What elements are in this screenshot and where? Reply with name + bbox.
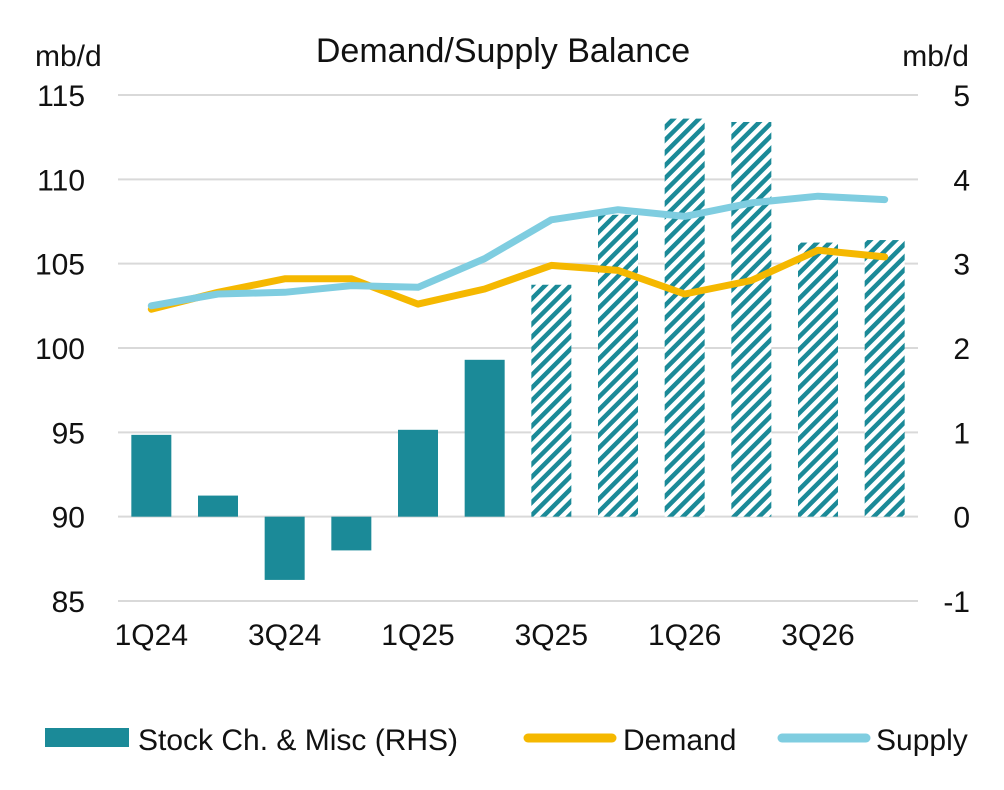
demand-line — [147, 246, 889, 313]
stock-change-bars — [131, 118, 905, 580]
right-tick-label: 5 — [953, 80, 970, 113]
right-tick-label: 0 — [953, 502, 970, 535]
bar-3q25 — [531, 284, 572, 517]
left-axis-ticks: 115 110 105 100 95 90 85 — [35, 80, 85, 619]
bar-1q26 — [664, 118, 705, 517]
right-tick-label: 4 — [953, 164, 970, 197]
legend-label-stock: Stock Ch. & Misc (RHS) — [138, 724, 458, 757]
left-tick-label: 105 — [35, 249, 85, 282]
left-tick-label: 95 — [52, 417, 85, 450]
bar-3q26 — [798, 242, 838, 517]
x-tick-label: 3Q24 — [248, 619, 321, 652]
bar-3q24 — [264, 516, 305, 580]
left-axis-unit-label: mb/d — [35, 40, 102, 73]
legend-swatch-stock — [45, 728, 129, 747]
x-tick-label: 1Q24 — [115, 619, 188, 652]
left-tick-label: 115 — [37, 80, 85, 113]
x-tick-label: 1Q25 — [381, 619, 454, 652]
legend-label-demand: Demand — [623, 724, 736, 757]
right-axis-ticks: 5 4 3 2 1 0 -1 — [943, 80, 970, 619]
left-tick-label: 100 — [35, 333, 85, 366]
right-tick-label: 2 — [953, 333, 970, 366]
legend: Stock Ch. & Misc (RHS) Demand Supply — [45, 724, 968, 757]
right-tick-label: -1 — [943, 586, 970, 619]
x-axis-ticks: 1Q24 3Q24 1Q25 3Q25 1Q26 3Q26 — [115, 619, 855, 652]
bar-4q26 — [864, 240, 905, 517]
bar-4q25 — [598, 214, 638, 517]
left-tick-label: 90 — [52, 502, 85, 535]
x-tick-label: 3Q25 — [515, 619, 588, 652]
supply-line — [147, 192, 889, 310]
right-tick-label: 1 — [953, 417, 970, 450]
bar-4q24 — [331, 516, 372, 551]
left-tick-label: 110 — [37, 164, 85, 197]
chart-title: Demand/Supply Balance — [316, 32, 690, 70]
bar-1q25 — [398, 429, 438, 517]
right-axis-unit-label: mb/d — [902, 40, 969, 73]
bar-1q24 — [131, 434, 172, 517]
grid-lines — [118, 94, 918, 602]
bar-2q25 — [464, 359, 505, 517]
bar-2q24 — [198, 495, 238, 517]
line-series — [147, 192, 889, 313]
bar-2q26 — [731, 121, 772, 517]
right-tick-label: 3 — [953, 249, 970, 282]
left-tick-label: 85 — [52, 586, 85, 619]
legend-label-supply: Supply — [876, 724, 968, 757]
x-tick-label: 1Q26 — [648, 619, 721, 652]
x-tick-label: 3Q26 — [781, 619, 854, 652]
